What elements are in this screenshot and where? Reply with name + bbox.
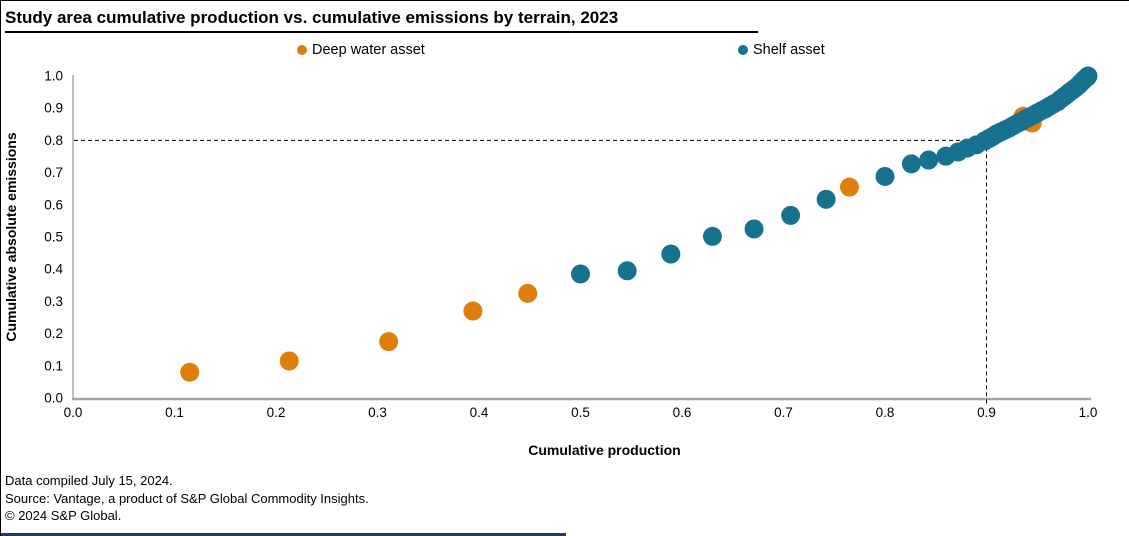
x-tick-label: 1.0	[1079, 405, 1098, 420]
y-tick-label: 0.8	[44, 133, 63, 148]
deep-water-marker-icon	[297, 45, 307, 55]
y-tick-label: 0.1	[44, 358, 63, 373]
data-point	[744, 219, 764, 239]
legend: Deep water asset Shelf asset	[1, 41, 1129, 59]
y-tick-label: 0.3	[44, 294, 63, 309]
footer-source-line: Source: Vantage, a product of S&P Global…	[5, 490, 369, 506]
x-tick-label: 0.2	[267, 405, 286, 420]
data-point	[875, 166, 895, 186]
legend-item-shelf: Shelf asset	[738, 41, 825, 59]
x-tick-label: 0.6	[673, 405, 692, 420]
data-point	[617, 261, 637, 281]
data-point	[1078, 66, 1098, 86]
bottom-brand-bar	[1, 533, 566, 536]
footer-compiled-line: Data compiled July 15, 2024.	[5, 473, 173, 488]
y-tick-label: 0.0	[44, 391, 63, 406]
data-point	[839, 177, 859, 197]
x-tick-label: 0.5	[571, 405, 590, 420]
data-point	[180, 362, 200, 382]
y-tick-label: 1.0	[44, 69, 63, 84]
chart-title: Study area cumulative production vs. cum…	[5, 6, 758, 33]
y-tick-label: 0.2	[44, 326, 63, 341]
data-point	[571, 264, 590, 284]
data-point	[901, 154, 921, 174]
footer-copyright-line: © 2024 S&P Global.	[5, 508, 122, 523]
x-axis-title: Cumulative production	[528, 442, 680, 458]
data-point	[518, 283, 538, 303]
footer: Data compiled July 15, 2024. Source: Van…	[5, 472, 369, 525]
data-point	[702, 226, 722, 246]
y-tick-label: 0.9	[44, 101, 63, 116]
x-tick-label: 0.4	[470, 405, 489, 420]
x-tick-label: 0.7	[774, 405, 793, 420]
x-tick-label: 0.9	[977, 405, 996, 420]
data-point	[379, 332, 399, 352]
legend-label-deep-water: Deep water asset	[312, 42, 425, 58]
y-tick-label: 0.4	[44, 262, 63, 277]
data-point	[279, 351, 299, 371]
data-point	[816, 189, 836, 209]
scatter-plot: 0.0 0.1 0.2 0.3 0.4 0.5 0.6 0.7 0.8 0.9 1.0 0.0 0.1 0…	[3, 66, 1098, 458]
series-deep-water-asset	[180, 106, 1042, 382]
shelf-marker-icon	[738, 45, 748, 55]
x-tick-label: 0.1	[165, 405, 184, 420]
data-point	[781, 205, 801, 225]
x-tick-label: 0.8	[876, 405, 895, 420]
x-tick-label: 0.0	[64, 405, 83, 420]
legend-label-shelf: Shelf asset	[753, 42, 825, 58]
x-tick-label: 0.3	[368, 405, 387, 420]
legend-item-deep-water: Deep water asset	[297, 41, 425, 59]
y-axis-title: Cumulative absolute emissions	[3, 132, 19, 341]
data-point	[463, 301, 483, 321]
series-shelf-asset	[571, 66, 1098, 284]
data-point	[919, 150, 939, 170]
y-tick-label: 0.7	[44, 165, 63, 180]
data-point	[661, 244, 681, 264]
y-tick-label: 0.5	[44, 230, 63, 245]
y-tick-label: 0.6	[44, 197, 63, 212]
